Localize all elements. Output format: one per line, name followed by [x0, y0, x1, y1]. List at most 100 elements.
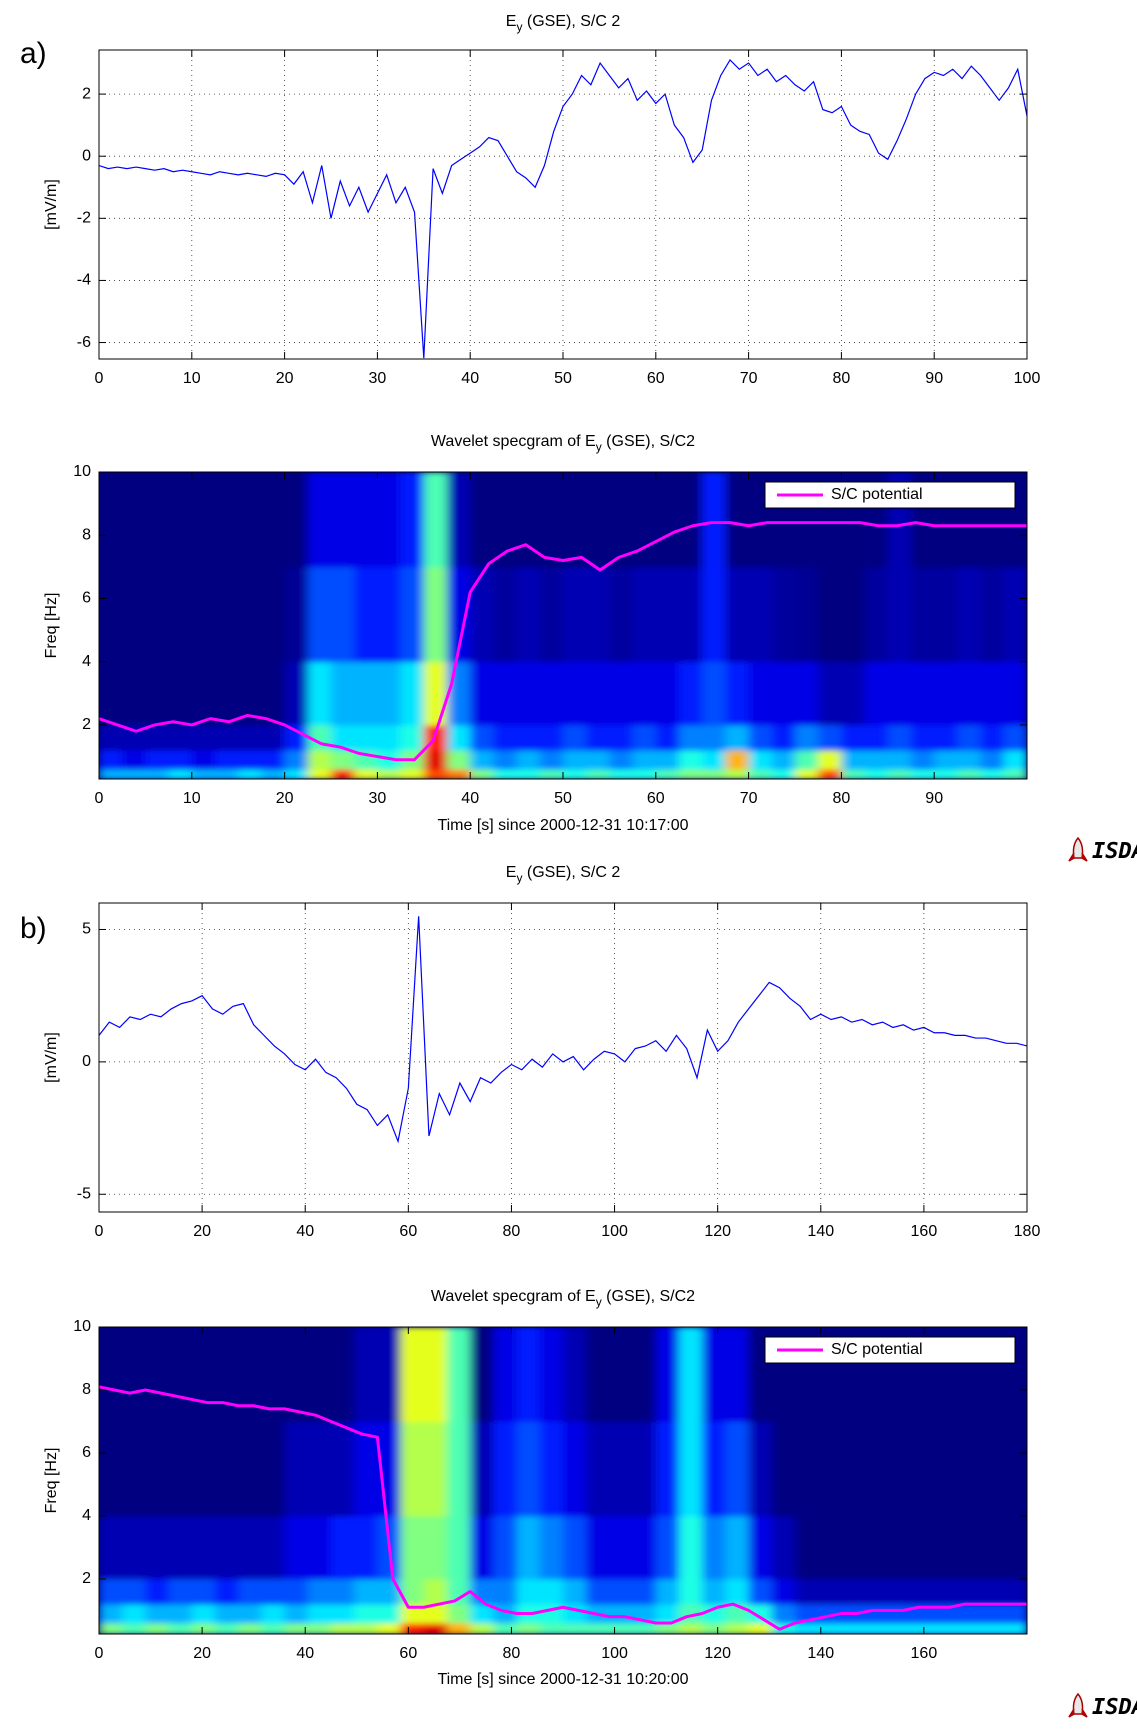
- heatmap-cell: [331, 1604, 355, 1624]
- x-tick-label: 10: [183, 790, 201, 807]
- heatmap-cell: [841, 750, 866, 770]
- heatmap-cell: [1003, 1622, 1027, 1634]
- heatmap-cell: [911, 1578, 935, 1605]
- heatmap-cell: [423, 566, 448, 663]
- heatmap-cell: [261, 769, 286, 779]
- rocket-fins: [1068, 1708, 1088, 1718]
- heatmap-cell: [818, 1604, 842, 1624]
- heatmap-cell: [702, 1327, 726, 1422]
- heatmap-cell: [145, 1421, 170, 1517]
- heatmap-cell: [539, 750, 564, 770]
- heatmap-cell: [795, 1622, 819, 1634]
- x-tick-label: 100: [601, 1645, 628, 1662]
- heatmap-cell: [215, 1622, 239, 1634]
- heatmap-cell: [980, 1421, 1005, 1517]
- heatmap-cell: [215, 1421, 239, 1517]
- rocket: [1072, 836, 1084, 859]
- heatmap-cell: [609, 1604, 634, 1624]
- heatmap-cell: [679, 472, 703, 568]
- heatmap-cell: [655, 1421, 680, 1517]
- heatmap-cell: [725, 1622, 750, 1634]
- heatmap-cell: [284, 1604, 309, 1624]
- chart-title: Wavelet specgram of Ey (GSE), S/C2: [431, 1288, 695, 1309]
- x-tick-label: 60: [399, 1645, 417, 1662]
- heatmap-cell: [655, 472, 680, 568]
- heatmap-cell: [980, 769, 1005, 779]
- heatmap-cell: [957, 750, 982, 770]
- heatmap-cell: [354, 1604, 378, 1624]
- heatmap-cell: [655, 769, 680, 779]
- y-axis-label: Freq [Hz]: [43, 593, 60, 659]
- heatmap-cell: [447, 472, 471, 568]
- heatmap-cell: [609, 1327, 634, 1422]
- heatmap-cell: [261, 566, 286, 663]
- y-tick-label: 2: [82, 1570, 91, 1587]
- heatmap-cell: [331, 1578, 355, 1605]
- heatmap-cell: [563, 769, 587, 779]
- x-tick-label: 70: [740, 370, 758, 387]
- heatmap-cell: [447, 750, 471, 770]
- heatmap-cell: [261, 472, 286, 568]
- title-part: E: [506, 864, 517, 881]
- x-tick-label: 90: [925, 370, 943, 387]
- heatmap-cell: [168, 661, 193, 726]
- heatmap-cell: [168, 1604, 193, 1624]
- heatmap-cell: [284, 1515, 309, 1580]
- heatmap-cell: [307, 661, 332, 726]
- heatmap-cell: [215, 724, 239, 751]
- title-part: y: [596, 1295, 602, 1309]
- heatmap-cell: [934, 661, 958, 726]
- title-part: (GSE), S/C 2: [522, 13, 620, 30]
- chart-title: Ey (GSE), S/C 2: [506, 13, 621, 34]
- heatmap-cell: [655, 1622, 680, 1634]
- heatmap-cell: [145, 661, 170, 726]
- heatmap-cell: [215, 1515, 239, 1580]
- heatmap-cell: [934, 1421, 958, 1517]
- heatmap-cell: [563, 750, 587, 770]
- heatmap-cell: [191, 661, 216, 726]
- heatmap-cell: [586, 769, 610, 779]
- heatmap-cell: [331, 1515, 355, 1580]
- panel-label: a): [20, 37, 47, 70]
- heatmap-cell: [354, 1622, 378, 1634]
- heatmap-cell: [354, 769, 378, 779]
- y-tick-label: -4: [77, 272, 91, 289]
- heatmap-cell: [400, 566, 425, 663]
- heatmap-cell: [980, 750, 1005, 770]
- heatmap-cell: [679, 1515, 703, 1580]
- heatmap-cell: [702, 769, 726, 779]
- chart-title: Wavelet specgram of Ey (GSE), S/C2: [431, 433, 695, 454]
- heatmap-cell: [980, 724, 1005, 751]
- heatmap-cell: [400, 1327, 425, 1422]
- x-tick-label: 10: [183, 370, 201, 387]
- heatmap-cell: [1003, 1578, 1027, 1605]
- heatmap-cell: [748, 1622, 773, 1634]
- heatmap-cell: [795, 750, 819, 770]
- heatmap-cell: [748, 750, 773, 770]
- heatmap-cell: [307, 769, 332, 779]
- heatmap-cell: [563, 1421, 587, 1517]
- heatmap-cell: [307, 1421, 332, 1517]
- heatmap-cell: [238, 661, 262, 726]
- heatmap-cell: [354, 1421, 378, 1517]
- axes-box: [98, 471, 1028, 780]
- x-tick-label: 0: [95, 370, 104, 387]
- heatmap-cell: [632, 1578, 657, 1605]
- heatmap-cell: [354, 472, 378, 568]
- heatmap-cell: [887, 769, 912, 779]
- logo-icon: [1068, 836, 1088, 862]
- heatmap-cell: [99, 1578, 123, 1605]
- heatmap-cell: [284, 1421, 309, 1517]
- heatmap-cell: [238, 1578, 262, 1605]
- heatmap-cell: [725, 1327, 750, 1422]
- heatmap-cell: [400, 1515, 425, 1580]
- heatmap-cell: [702, 1578, 726, 1605]
- heatmap-cell: [516, 1578, 541, 1605]
- heatmap-cell: [1003, 1421, 1027, 1517]
- heatmap-cell: [400, 724, 425, 751]
- heatmap-cell: [261, 1421, 286, 1517]
- heatmap-cell: [586, 724, 610, 751]
- heatmap-cell: [307, 1578, 332, 1605]
- heatmap-cell: [122, 750, 146, 770]
